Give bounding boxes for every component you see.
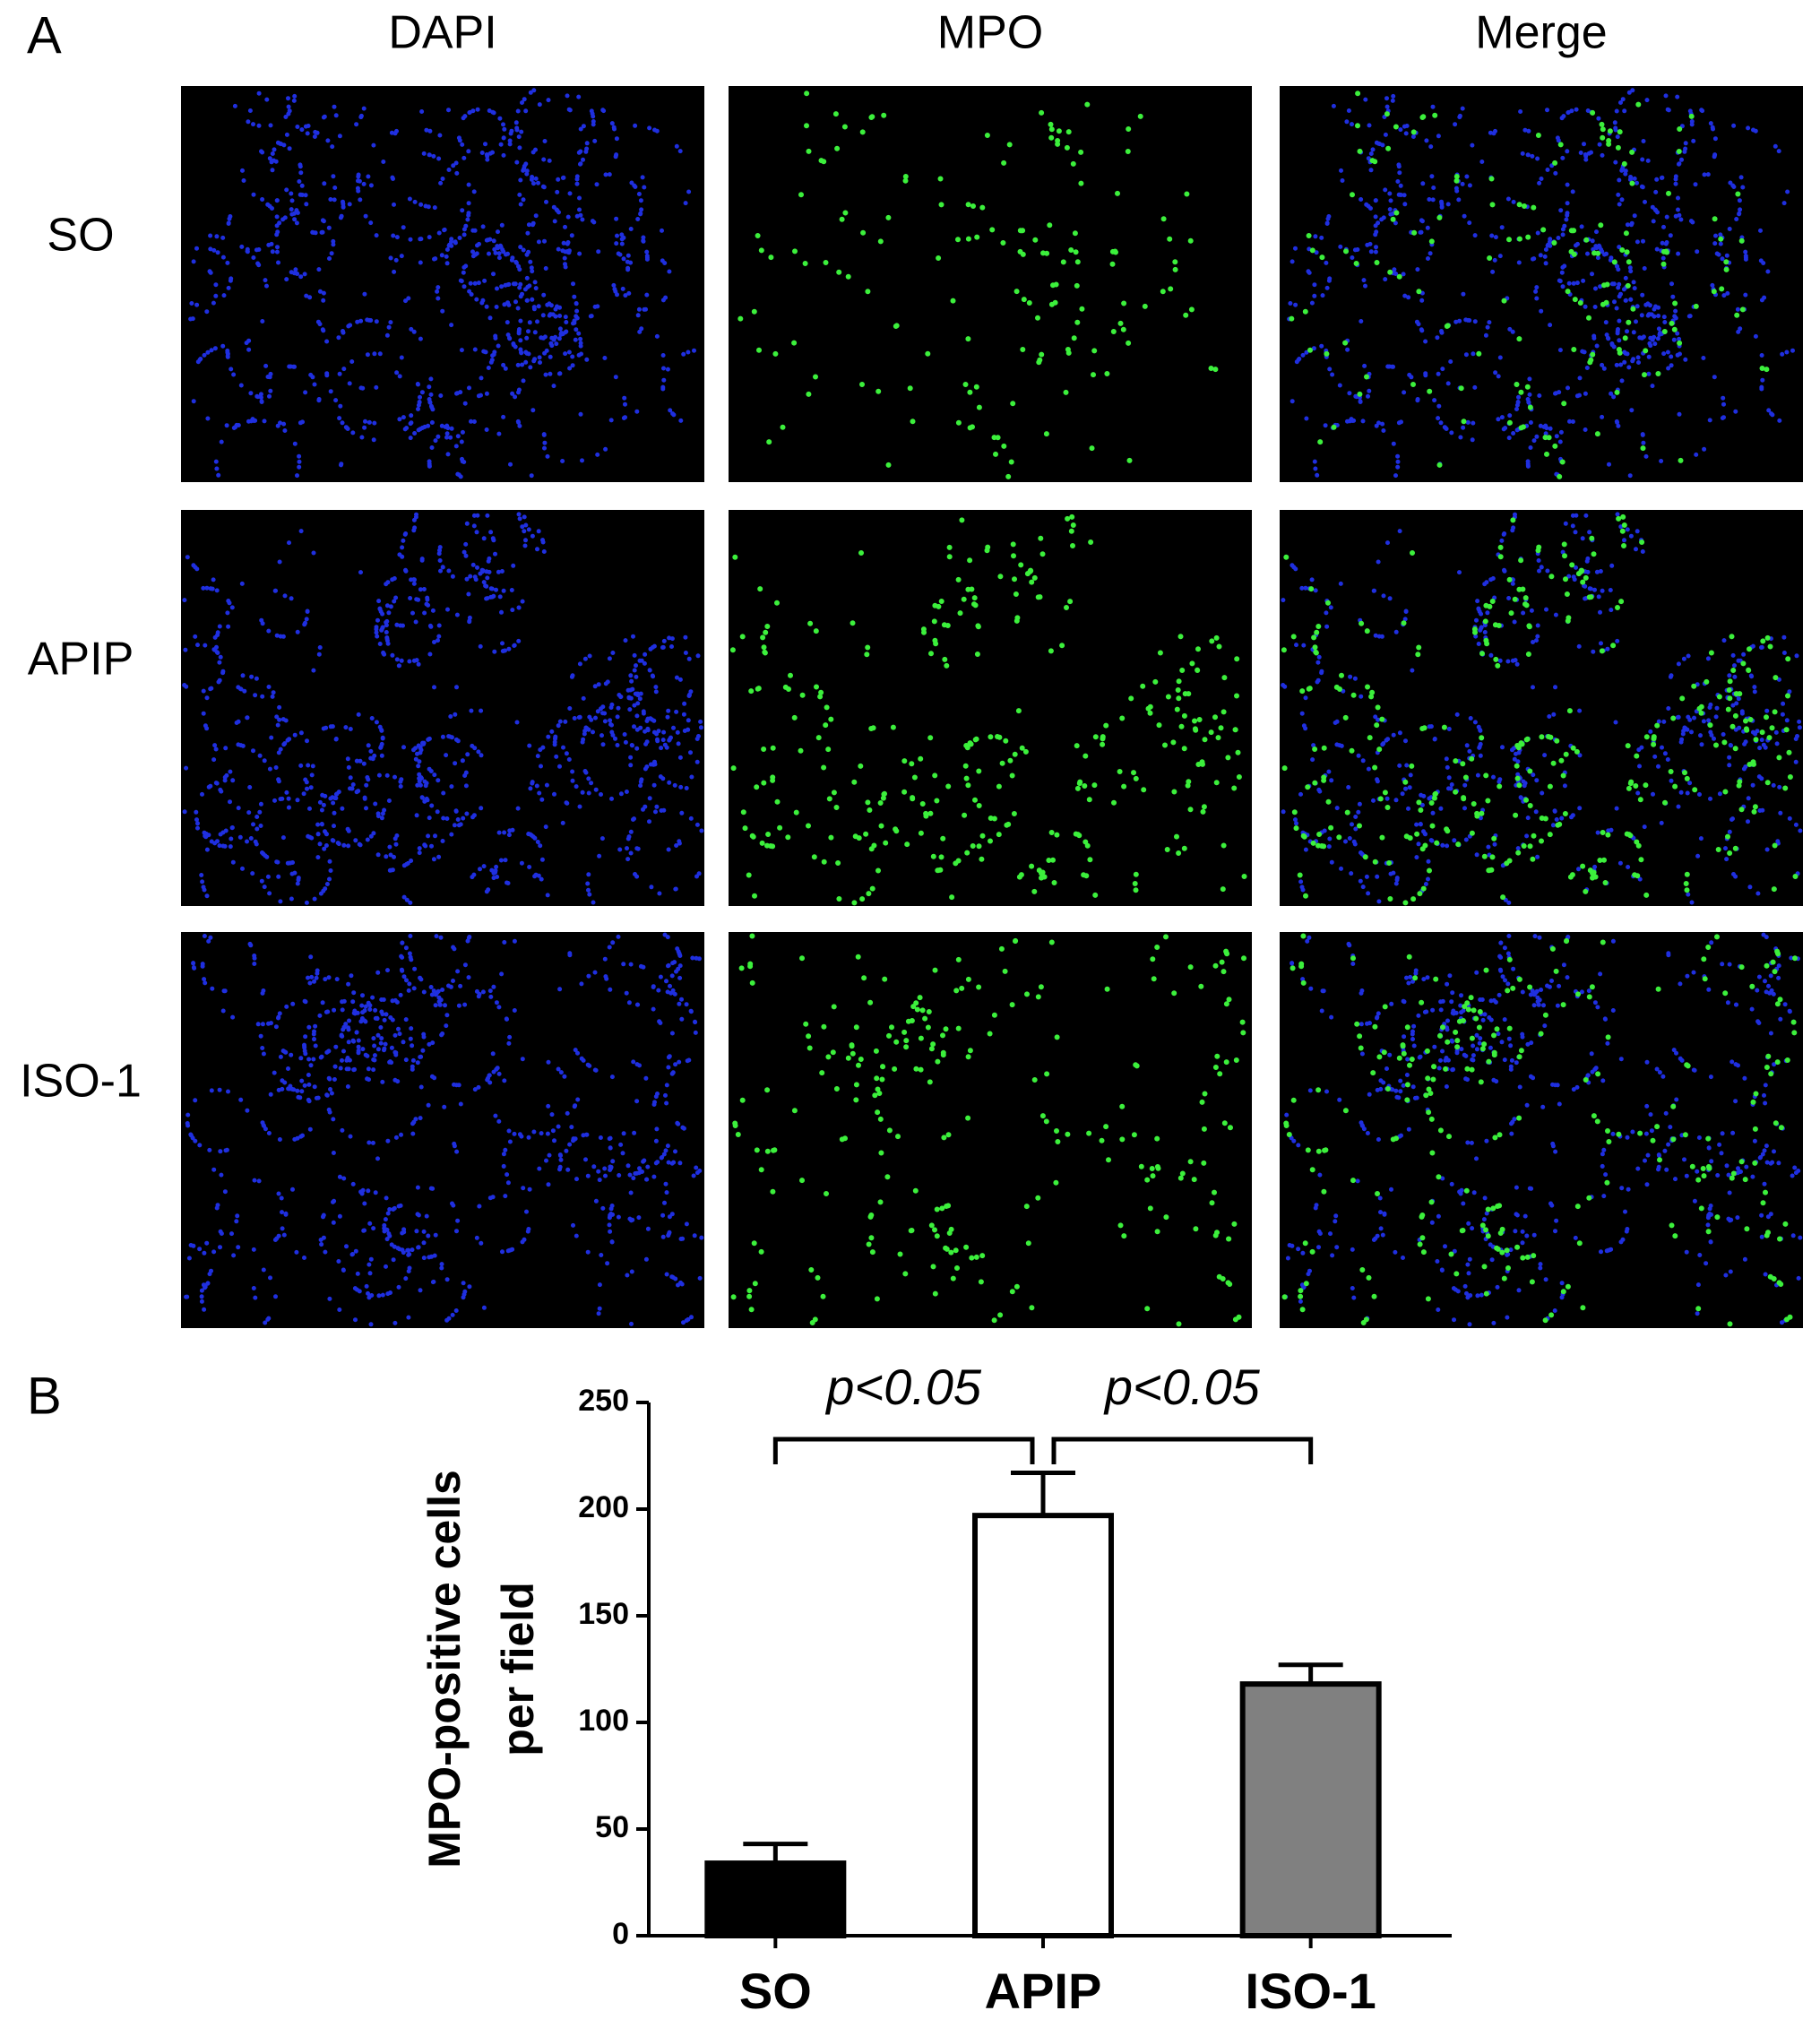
x-tick-label: APIP <box>985 1963 1102 2019</box>
bar <box>1239 1681 1382 1939</box>
column-label: DAPI <box>388 7 496 59</box>
panel-label: B <box>27 1367 62 1425</box>
row-label: SO <box>47 210 114 262</box>
significance-bracket <box>772 1437 1035 1464</box>
row-label: APIP <box>28 634 134 686</box>
y-tick-label: 150 <box>578 1597 629 1631</box>
y-tick-label: 100 <box>578 1704 629 1738</box>
nuclei-stain <box>184 932 704 1327</box>
mpo-stain <box>729 513 1247 906</box>
significance-label: p<0.05 <box>824 1359 982 1415</box>
mpo-stain <box>1281 933 1798 1327</box>
bar <box>704 1860 847 1939</box>
nuclei-stain <box>182 512 704 905</box>
significance-label: p<0.05 <box>1103 1359 1261 1415</box>
micrograph <box>1280 86 1803 482</box>
mpo-stain <box>737 91 1219 479</box>
mpo-stain <box>1281 513 1798 906</box>
y-axis-label: per field <box>493 1582 543 1756</box>
y-tick-label: 200 <box>578 1490 629 1524</box>
micrograph <box>729 510 1252 906</box>
column-label: Merge <box>1475 7 1607 59</box>
micrograph <box>729 86 1252 482</box>
mpo-stain <box>730 933 1247 1327</box>
x-tick-label: ISO-1 <box>1246 1963 1376 2019</box>
x-tick-label: SO <box>739 1963 812 2019</box>
mpo-stain <box>1289 91 1770 479</box>
micrograph <box>729 932 1252 1328</box>
y-tick-label: 50 <box>595 1810 629 1844</box>
column-label: MPO <box>937 7 1043 59</box>
micrograph <box>181 86 704 482</box>
bar <box>972 1513 1114 1938</box>
y-tick-label: 0 <box>612 1917 629 1951</box>
row-label: ISO-1 <box>20 1056 142 1108</box>
y-axis-label: MPO-positive cells <box>419 1470 470 1868</box>
y-tick-label: 250 <box>578 1384 629 1418</box>
panel-label: A <box>27 6 62 65</box>
nuclei-stain <box>188 88 697 479</box>
significance-bracket <box>1051 1437 1314 1464</box>
